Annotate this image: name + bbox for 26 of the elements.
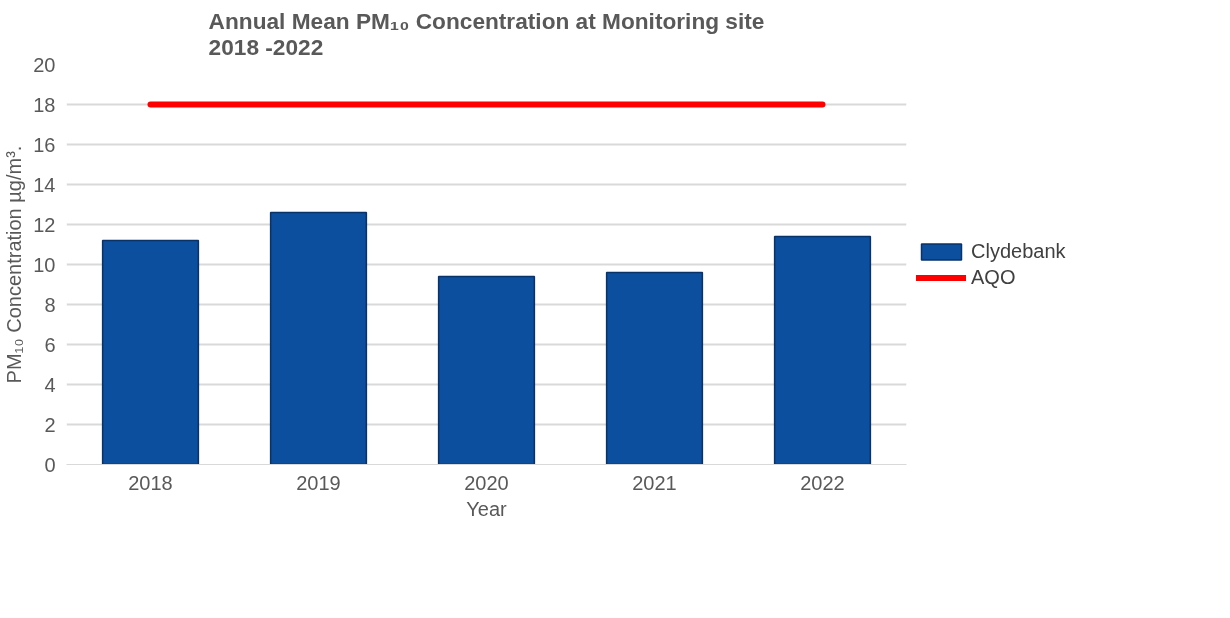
y-tick-label: 20 bbox=[33, 53, 56, 76]
legend-label: AQO bbox=[971, 265, 1016, 289]
x-tick-label: 2022 bbox=[800, 471, 845, 494]
legend-label: Clydebank bbox=[971, 239, 1066, 263]
bar bbox=[101, 239, 200, 465]
y-tick-label: 6 bbox=[44, 333, 56, 356]
y-tick-label: 14 bbox=[33, 173, 56, 196]
y-tick-label: 18 bbox=[33, 93, 56, 116]
y-axis-title: PM₁₀ Concentration µg/m³. bbox=[3, 145, 26, 384]
y-tick-label: 0 bbox=[44, 453, 56, 476]
y-tick-label: 8 bbox=[44, 293, 56, 316]
chart-title: Annual Mean PM₁₀ Concentration at Monitoring site 2018 -2022 bbox=[208, 7, 765, 60]
bar bbox=[269, 211, 368, 465]
y-tick-label: 2 bbox=[44, 413, 56, 436]
x-axis-title: Year bbox=[466, 497, 508, 520]
x-tick-label: 2018 bbox=[128, 471, 173, 494]
x-tick-label: 2020 bbox=[464, 471, 509, 494]
x-tick-label: 2019 bbox=[296, 471, 341, 494]
bar bbox=[605, 271, 704, 465]
bar bbox=[437, 275, 536, 465]
bar bbox=[773, 235, 872, 465]
x-tick-label: 2021 bbox=[632, 471, 677, 494]
y-tick-label: 12 bbox=[33, 213, 56, 236]
y-tick-label: 10 bbox=[33, 253, 56, 276]
y-tick-label: 4 bbox=[44, 373, 56, 396]
y-tick-label: 16 bbox=[33, 133, 56, 156]
